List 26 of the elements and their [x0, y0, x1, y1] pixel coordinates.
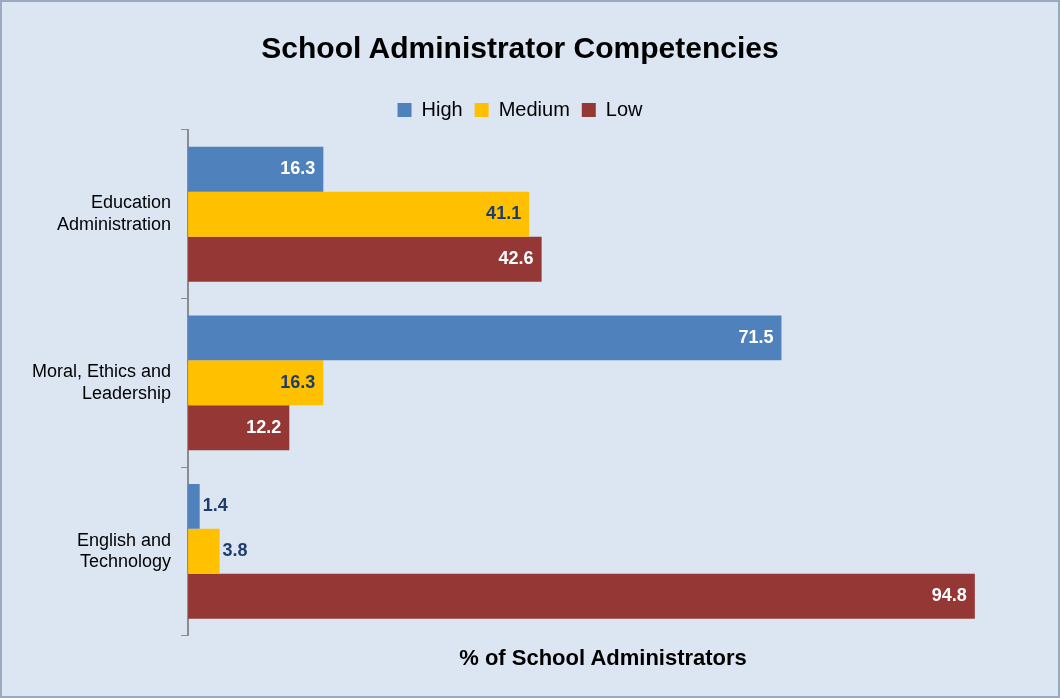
y-tick-label: English and Technology	[76, 529, 172, 572]
data-label: 94.8	[931, 585, 967, 606]
bar	[188, 405, 290, 451]
legend-label: Medium	[498, 97, 570, 120]
bar	[188, 146, 324, 192]
bar	[188, 236, 542, 282]
data-label: 12.2	[246, 416, 282, 437]
data-label: 16.3	[280, 158, 316, 179]
bar	[188, 191, 530, 237]
data-label: 71.5	[738, 326, 774, 347]
legend-label: High	[421, 97, 463, 120]
data-label: 41.1	[486, 203, 522, 224]
data-label: 42.6	[498, 248, 534, 269]
y-tick-label: Moral, Ethics and Leadership	[32, 360, 172, 403]
data-label: 1.4	[202, 495, 228, 516]
data-label: 16.3	[280, 371, 316, 392]
bar	[188, 315, 782, 361]
bar	[188, 483, 200, 529]
y-tick-label: Education Administration	[57, 192, 172, 235]
bar	[188, 573, 975, 619]
x-axis-title: % of School Administrators	[459, 644, 747, 670]
chart-title: School Administrator Competencies	[261, 31, 779, 65]
data-label: 3.8	[222, 540, 248, 561]
bar	[188, 360, 324, 406]
bar	[188, 528, 220, 574]
legend-label: Low	[605, 97, 644, 120]
